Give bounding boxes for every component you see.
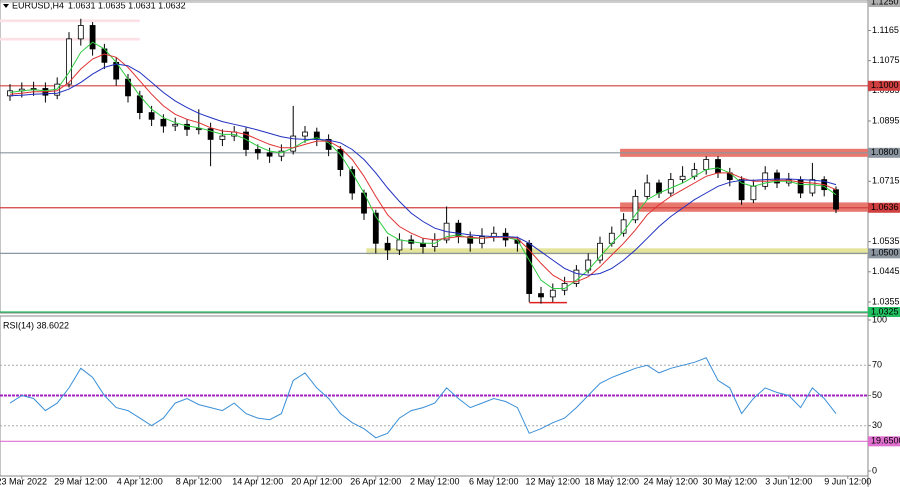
candle-body (667, 179, 674, 194)
candle-body (325, 139, 332, 150)
level-label: 1.1250 (871, 0, 899, 6)
candle-body (172, 123, 179, 127)
candle-body (254, 149, 261, 154)
y-tick-label: 1.0895 (872, 115, 900, 125)
candle-body (526, 242, 533, 294)
x-tick-label: 29 Mar 12:00 (54, 476, 107, 486)
candle-body (703, 159, 710, 170)
candle-body (467, 236, 474, 244)
panel-title: EURUSD,H4 (12, 0, 64, 10)
panel-title: RSI(14) 38.6022 (3, 320, 69, 330)
y-tick-label: 1.0355 (872, 296, 900, 306)
y-tick-label: 1.0445 (872, 266, 900, 276)
candle-body (656, 182, 662, 194)
x-tick-label: 30 May 12:00 (703, 476, 758, 486)
candle-body (219, 135, 226, 140)
candle-body (833, 189, 839, 210)
candle-body (337, 149, 344, 170)
candle-body (679, 175, 686, 181)
level-label-bg (868, 306, 900, 317)
candle-body (266, 152, 273, 157)
candle-body (302, 131, 308, 137)
candle-body (750, 185, 757, 201)
ohlc-readout: 1.0631 1.0635 1.0631 1.0632 (68, 0, 186, 10)
zone (620, 202, 868, 212)
candle-body (278, 150, 285, 157)
candle-body (290, 135, 297, 152)
moving-average (9, 41, 837, 289)
candle-body (738, 179, 745, 201)
x-tick-label: 12 May 12:00 (526, 476, 581, 486)
level-label: 1.0500 (871, 248, 899, 258)
candle-body (538, 293, 544, 298)
candle-body (396, 239, 403, 251)
candle-body (372, 212, 379, 244)
candle-body (89, 25, 96, 50)
candle-body (620, 219, 627, 234)
y-tick-label: 1.1165 (872, 25, 899, 35)
level-label-bg (868, 147, 900, 158)
level-label: 19.6500 (871, 436, 900, 446)
candle-body (809, 179, 816, 194)
x-tick-label: 6 May 12:00 (469, 476, 519, 486)
x-tick-label: 20 Apr 12:00 (291, 476, 342, 486)
x-tick-label: 18 May 12:00 (585, 476, 640, 486)
zone (366, 248, 868, 255)
candle-body (148, 112, 155, 120)
candle-body (77, 25, 84, 40)
y-tick-label: 1.1075 (872, 55, 900, 65)
level-label: 1.1000 (871, 80, 899, 90)
candle-body (384, 242, 391, 251)
y-tick-label: 1.0715 (872, 176, 900, 186)
candle-body (349, 169, 356, 194)
level-label-bg (868, 80, 900, 91)
level-label-bg (868, 0, 900, 8)
y-tick-label: 30 (872, 420, 882, 430)
zone (0, 19, 140, 23)
candle-body (479, 236, 485, 244)
y-tick-label: 50 (872, 390, 882, 400)
level-label-bg (868, 248, 900, 259)
y-tick-label: 100 (872, 314, 887, 324)
candle-body (160, 118, 167, 127)
y-tick-label: 70 (872, 360, 882, 370)
candle-body (644, 182, 651, 197)
candle-body (774, 172, 780, 184)
candle-body (573, 269, 580, 284)
menu-triangle[interactable] (3, 4, 9, 8)
x-tick-label: 24 May 12:00 (644, 476, 699, 486)
moving-average (9, 53, 837, 283)
x-tick-label: 2 May 12:00 (410, 476, 460, 486)
candle-body (597, 242, 603, 261)
level-label-bg (868, 202, 900, 213)
candle-body (195, 128, 202, 131)
rsi-line (9, 357, 837, 439)
y-tick-label: 0 (872, 465, 877, 475)
y-tick-label: 1.0535 (872, 236, 900, 246)
candle-body (632, 195, 639, 221)
x-tick-label: 9 Jun 12:00 (824, 476, 871, 486)
candle-body (715, 159, 721, 174)
candle-body (66, 38, 72, 85)
candle-body (549, 289, 556, 298)
x-tick-label: 3 Jun 12:00 (765, 476, 812, 486)
x-tick-label: 4 Apr 12:00 (117, 476, 163, 486)
level-label: 1.0800 (871, 147, 899, 157)
candle-body (7, 90, 13, 97)
x-tick-label: 14 Apr 12:00 (232, 476, 283, 486)
level-label-bg (868, 436, 900, 447)
x-tick-label: 26 Apr 12:00 (350, 476, 401, 486)
x-tick-label: 23 Mar 2022 (0, 476, 47, 486)
level-label: 1.0325 (871, 306, 899, 316)
x-tick-label: 8 Apr 12:00 (176, 476, 222, 486)
level-label: 1.0636 (871, 202, 899, 212)
moving-average (9, 63, 837, 276)
candle-body (207, 128, 214, 140)
